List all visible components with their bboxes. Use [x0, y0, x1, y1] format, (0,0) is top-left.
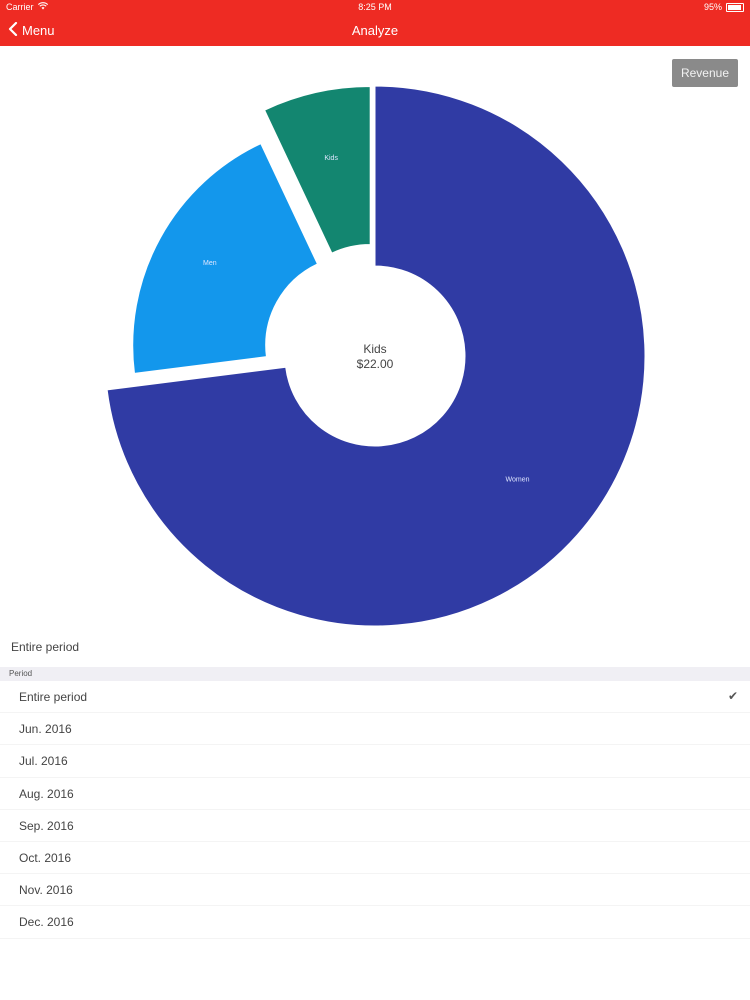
status-bar: Carrier 8:25 PM 95%	[0, 0, 750, 15]
slice-label-men: Men	[203, 260, 217, 267]
back-label: Menu	[22, 23, 55, 38]
period-section-header: Period	[0, 667, 750, 681]
revenue-button[interactable]: Revenue	[672, 59, 738, 87]
slice-kids[interactable]	[263, 86, 371, 254]
battery-icon	[726, 2, 744, 12]
donut-hole	[285, 266, 465, 446]
period-option-label: Jul. 2016	[19, 754, 68, 769]
period-option-label: Sep. 2016	[19, 818, 74, 833]
period-option-label: Dec. 2016	[19, 915, 74, 930]
status-time: 8:25 PM	[358, 2, 392, 12]
slice-women[interactable]	[106, 85, 646, 627]
period-option[interactable]: Nov. 2016	[0, 874, 750, 907]
period-option-label: Jun. 2016	[19, 722, 72, 737]
period-option-label: Entire period	[19, 690, 88, 704]
period-section-title: Period	[9, 669, 33, 678]
period-option-label: Nov. 2016	[19, 883, 73, 898]
checkmark-icon: ✔	[727, 689, 738, 703]
period-option[interactable]: Dec. 2016	[0, 906, 750, 939]
carrier-label: Carrier	[6, 2, 34, 12]
period-option[interactable]: Sep. 2016	[0, 810, 750, 842]
center-label: Kids	[363, 342, 386, 356]
slice-men[interactable]	[132, 142, 319, 374]
wifi-icon	[37, 2, 48, 12]
period-list: Entire period ✔ Jun. 2016 Jul. 2016 Aug. 201…	[0, 681, 750, 939]
period-option[interactable]: Jun. 2016	[0, 713, 750, 746]
donut-chart: Women Men Kids Kids $22.00	[106, 85, 646, 627]
period-option-label: Oct. 2016	[19, 850, 72, 865]
slice-label-women: Women	[506, 477, 530, 484]
chevron-left-icon	[8, 21, 18, 39]
back-button[interactable]: Menu	[8, 21, 55, 39]
period-option[interactable]: Jul. 2016	[0, 745, 750, 778]
battery-percent: 95%	[703, 2, 722, 12]
period-option[interactable]: Entire period ✔	[0, 681, 750, 714]
current-period-label: Entire period	[11, 640, 80, 654]
page-title: Analyze	[351, 23, 399, 38]
slice-label-kids: Kids	[324, 155, 338, 162]
period-option-label: Aug. 2016	[19, 786, 74, 801]
navigation-bar: Menu Analyze	[0, 15, 750, 46]
period-option[interactable]: Aug. 2016	[0, 778, 750, 810]
center-value: $22.00	[357, 357, 394, 371]
period-option[interactable]: Oct. 2016	[0, 842, 750, 875]
